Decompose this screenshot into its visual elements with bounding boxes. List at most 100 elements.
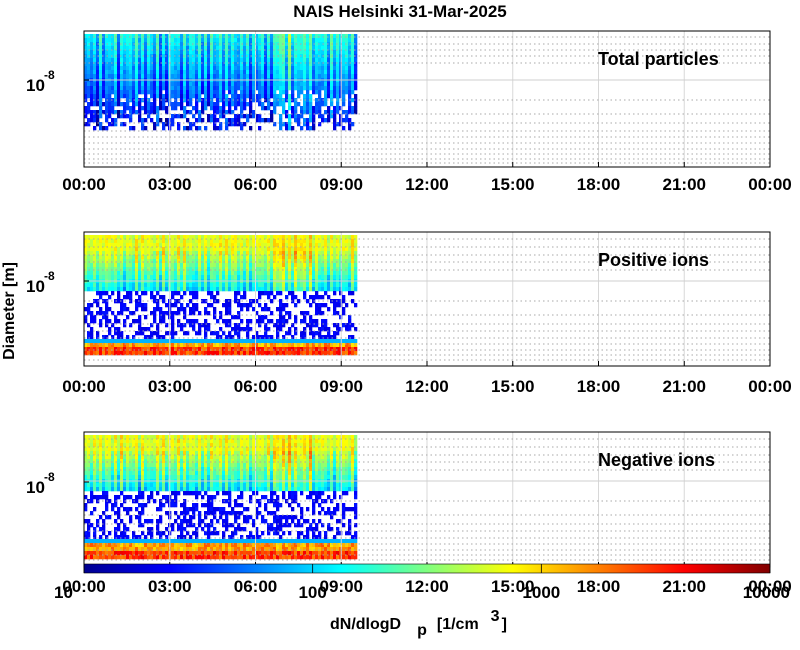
heatmap-cell <box>126 263 129 267</box>
heatmap-cell <box>276 283 279 287</box>
heatmap-cell <box>315 66 318 70</box>
heatmap-cell <box>246 86 249 90</box>
heatmap-cell <box>258 287 261 291</box>
heatmap-cell <box>348 74 351 78</box>
heatmap-cell <box>117 451 120 455</box>
heatmap-cell <box>339 114 342 118</box>
heatmap-cell <box>99 86 102 90</box>
heatmap-cell <box>249 94 252 98</box>
heatmap-cell <box>99 439 102 443</box>
heatmap-cell <box>135 46 138 50</box>
heatmap-cell <box>348 283 351 287</box>
heatmap-cell <box>174 271 177 275</box>
heatmap-cell <box>309 74 312 78</box>
heatmap-cell <box>126 82 129 86</box>
heatmap-cell <box>303 82 306 86</box>
heatmap-cell <box>264 50 267 54</box>
heatmap-cell <box>279 86 282 90</box>
heatmap-cell <box>156 339 159 343</box>
heatmap-cell <box>297 118 300 122</box>
heatmap-cell <box>189 319 192 323</box>
heatmap-cell <box>279 46 282 50</box>
heatmap-cell <box>207 66 210 70</box>
heatmap-cell <box>339 347 342 351</box>
heatmap-cell <box>315 239 318 243</box>
heatmap-cell <box>342 82 345 86</box>
heatmap-cell <box>117 62 120 66</box>
heatmap-cell <box>117 94 120 98</box>
heatmap-cell <box>306 58 309 62</box>
heatmap-cell <box>117 50 120 54</box>
heatmap-cell <box>177 239 180 243</box>
heatmap-cell <box>345 90 348 94</box>
heatmap-cell <box>243 34 246 38</box>
heatmap-cell <box>324 42 327 46</box>
heatmap-cell <box>132 531 135 535</box>
heatmap-cell <box>318 114 321 118</box>
heatmap-cell <box>135 247 138 251</box>
heatmap-cell <box>99 251 102 255</box>
heatmap-cell <box>150 555 153 559</box>
heatmap-cell <box>351 66 354 70</box>
heatmap-cell <box>312 319 315 323</box>
heatmap-cell <box>150 447 153 451</box>
heatmap-cell <box>285 271 288 275</box>
heatmap-cell <box>135 94 138 98</box>
heatmap-cell <box>237 339 240 343</box>
heatmap-cell <box>192 339 195 343</box>
heatmap-cell <box>282 34 285 38</box>
heatmap-cell <box>285 295 288 299</box>
heatmap-cell <box>165 287 168 291</box>
heatmap-cell <box>192 287 195 291</box>
heatmap-cell <box>282 86 285 90</box>
heatmap-cell <box>138 455 141 459</box>
heatmap-cell <box>144 42 147 46</box>
heatmap-cell <box>147 275 150 279</box>
heatmap-cell <box>246 50 249 54</box>
heatmap-cell <box>303 259 306 263</box>
heatmap-cell <box>288 267 291 271</box>
heatmap-cell <box>354 247 357 251</box>
heatmap-cell <box>132 66 135 70</box>
heatmap-cell <box>246 347 249 351</box>
heatmap-cell <box>138 50 141 54</box>
heatmap-cell <box>303 287 306 291</box>
heatmap-cell <box>93 283 96 287</box>
heatmap-cell <box>99 447 102 451</box>
heatmap-cell <box>333 235 336 239</box>
heatmap-cell <box>105 50 108 54</box>
heatmap-cell <box>222 303 225 307</box>
heatmap-cell <box>156 38 159 42</box>
heatmap-cell <box>264 34 267 38</box>
heatmap-cell <box>87 267 90 271</box>
heatmap-cell <box>204 319 207 323</box>
heatmap-cell <box>354 271 357 275</box>
heatmap-cell <box>273 267 276 271</box>
heatmap-cell <box>126 50 129 54</box>
heatmap-cell <box>264 74 267 78</box>
heatmap-cell <box>192 70 195 74</box>
heatmap-cell <box>108 38 111 42</box>
heatmap-cell <box>234 291 237 295</box>
heatmap-cell <box>234 331 237 335</box>
heatmap-cell <box>204 70 207 74</box>
heatmap-cell <box>90 511 93 515</box>
heatmap-cell <box>102 459 105 463</box>
heatmap-cell <box>309 86 312 90</box>
heatmap-cell <box>162 267 165 271</box>
heatmap-cell <box>216 263 219 267</box>
heatmap-cell <box>234 351 237 355</box>
heatmap-cell <box>318 255 321 259</box>
heatmap-cell <box>315 98 318 102</box>
heatmap-cell <box>288 247 291 251</box>
heatmap-cell <box>147 519 150 523</box>
heatmap-cell <box>315 46 318 50</box>
heatmap-cell <box>249 126 252 130</box>
heatmap-cell <box>267 275 270 279</box>
heatmap-cell <box>294 106 297 110</box>
heatmap-cell <box>126 335 129 339</box>
heatmap-cell <box>273 94 276 98</box>
heatmap-cell <box>270 38 273 42</box>
heatmap-cell <box>150 531 153 535</box>
heatmap-cell <box>120 471 123 475</box>
